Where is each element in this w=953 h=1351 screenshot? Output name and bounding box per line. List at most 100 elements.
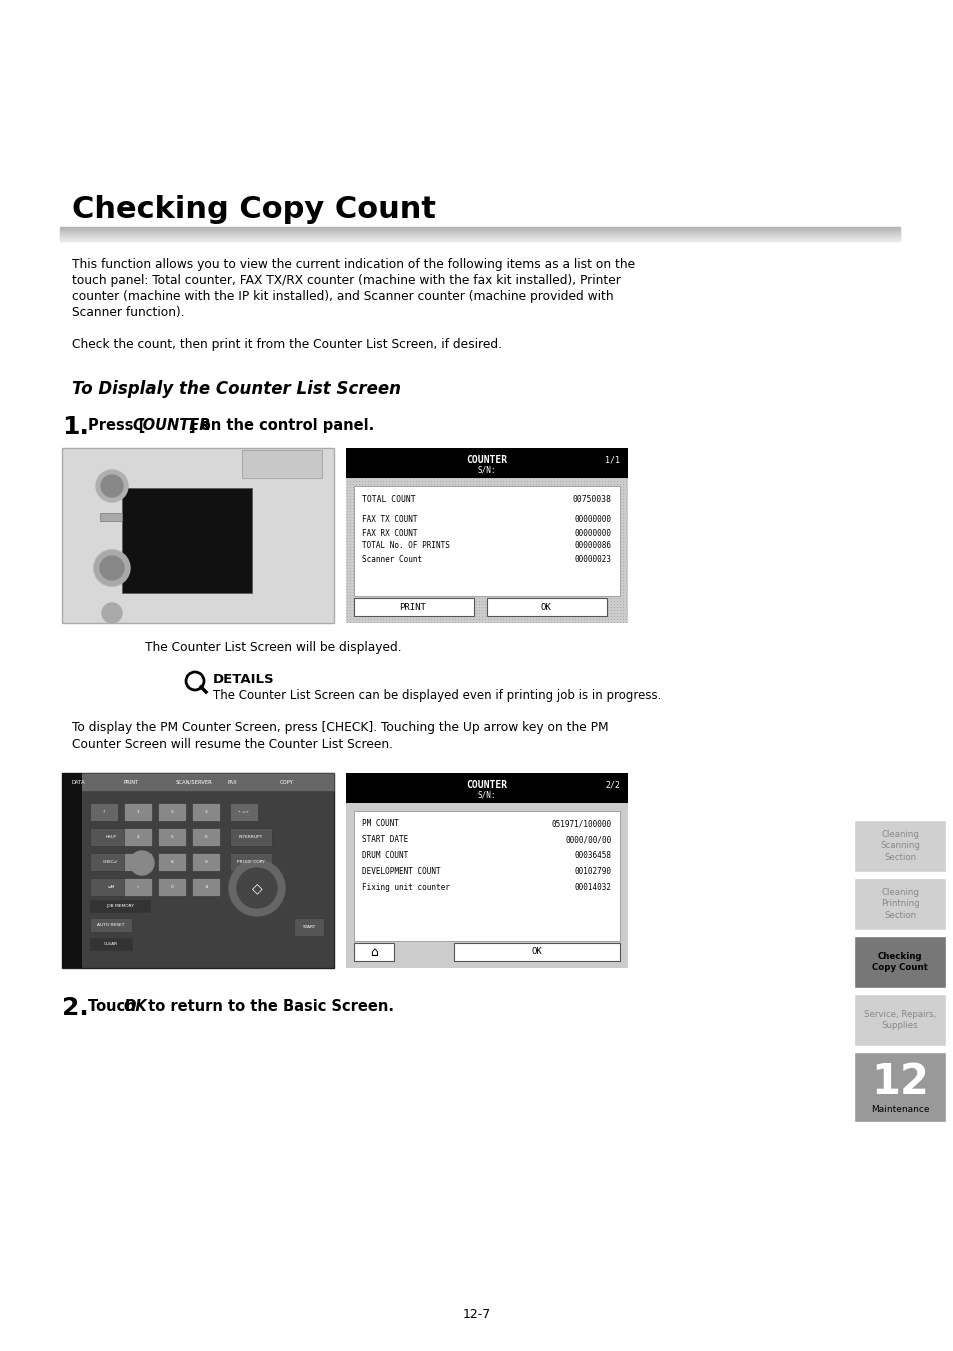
Text: Cleaning
Printning
Section: Cleaning Printning Section bbox=[880, 889, 919, 920]
Text: 0: 0 bbox=[171, 885, 173, 889]
Text: OK: OK bbox=[531, 947, 542, 957]
Text: TOTAL COUNT: TOTAL COUNT bbox=[361, 496, 416, 504]
Text: 00000000: 00000000 bbox=[575, 516, 612, 524]
Bar bbox=[354, 486, 619, 596]
Bar bbox=[90, 938, 132, 950]
Text: 12: 12 bbox=[870, 1061, 928, 1102]
Text: 4: 4 bbox=[136, 835, 139, 839]
Text: 8: 8 bbox=[171, 861, 173, 865]
Text: PROOF COPY: PROOF COPY bbox=[237, 861, 265, 865]
Text: 1.: 1. bbox=[62, 415, 89, 439]
Bar bbox=[853, 820, 945, 871]
Text: • =✓: • =✓ bbox=[238, 811, 250, 815]
Bar bbox=[853, 1052, 945, 1121]
Text: 9: 9 bbox=[204, 861, 207, 865]
Text: DEVELOPMENT COUNT: DEVELOPMENT COUNT bbox=[361, 867, 440, 877]
Text: *: * bbox=[136, 885, 139, 889]
Text: 1: 1 bbox=[136, 811, 139, 815]
Text: S/N:: S/N: bbox=[477, 790, 496, 800]
Bar bbox=[124, 828, 152, 846]
Bar bbox=[853, 878, 945, 929]
Bar bbox=[230, 802, 257, 821]
Text: 051971/100000: 051971/100000 bbox=[551, 820, 612, 828]
Text: PRINT: PRINT bbox=[398, 603, 425, 612]
Bar bbox=[486, 598, 606, 616]
Bar bbox=[346, 773, 627, 802]
Text: to return to the Basic Screen.: to return to the Basic Screen. bbox=[143, 998, 394, 1015]
Text: To display the PM Counter Screen, press [CHECK]. Touching the Up arrow key on th: To display the PM Counter Screen, press … bbox=[71, 721, 608, 734]
Text: FAX RX COUNT: FAX RX COUNT bbox=[361, 528, 417, 538]
Bar bbox=[158, 828, 186, 846]
Text: 2/2: 2/2 bbox=[604, 781, 619, 789]
Bar bbox=[354, 943, 394, 961]
Circle shape bbox=[101, 476, 123, 497]
Text: AUTO RESET: AUTO RESET bbox=[97, 923, 125, 927]
Text: ⇐M: ⇐M bbox=[107, 885, 114, 889]
Bar bbox=[90, 802, 118, 821]
Circle shape bbox=[94, 550, 130, 586]
Text: 0000/00/00: 0000/00/00 bbox=[565, 835, 612, 844]
Text: FAX TX COUNT: FAX TX COUNT bbox=[361, 516, 417, 524]
Bar bbox=[346, 449, 627, 623]
Bar bbox=[158, 802, 186, 821]
Text: COPY: COPY bbox=[280, 780, 294, 785]
Bar bbox=[100, 513, 122, 521]
Bar bbox=[853, 936, 945, 988]
Text: ?: ? bbox=[103, 811, 105, 815]
Circle shape bbox=[96, 470, 128, 503]
Bar bbox=[62, 773, 82, 969]
Text: DRUM COUNT: DRUM COUNT bbox=[361, 851, 408, 861]
Text: 00014032: 00014032 bbox=[575, 884, 612, 893]
Text: 00102790: 00102790 bbox=[575, 867, 612, 877]
Bar bbox=[853, 994, 945, 1046]
Text: ] on the control panel.: ] on the control panel. bbox=[189, 417, 374, 434]
Circle shape bbox=[236, 867, 276, 908]
Text: This function allows you to view the current indication of the following items a: This function allows you to view the cur… bbox=[71, 258, 635, 272]
Text: 3: 3 bbox=[204, 811, 207, 815]
Text: PRINT: PRINT bbox=[124, 780, 139, 785]
Bar bbox=[122, 488, 252, 593]
Bar bbox=[90, 900, 150, 912]
Circle shape bbox=[130, 851, 153, 875]
Text: OK: OK bbox=[539, 603, 550, 612]
Text: touch panel: Total counter, FAX TX/RX counter (machine with the fax kit installe: touch panel: Total counter, FAX TX/RX co… bbox=[71, 274, 620, 286]
Text: 1/1: 1/1 bbox=[604, 455, 619, 465]
Bar bbox=[192, 878, 220, 896]
Text: DATA: DATA bbox=[71, 780, 86, 785]
Text: #: # bbox=[204, 885, 208, 889]
Bar bbox=[90, 852, 132, 871]
Text: S/N:: S/N: bbox=[477, 466, 496, 474]
Text: INTERRUPT: INTERRUPT bbox=[238, 835, 263, 839]
Text: 00036458: 00036458 bbox=[575, 851, 612, 861]
Bar bbox=[354, 811, 619, 942]
Bar bbox=[354, 598, 474, 616]
Bar bbox=[192, 852, 220, 871]
Bar bbox=[158, 852, 186, 871]
Text: OK: OK bbox=[123, 998, 147, 1015]
Text: START DATE: START DATE bbox=[361, 835, 408, 844]
Bar bbox=[242, 450, 322, 478]
Bar bbox=[90, 917, 132, 932]
Text: The Counter List Screen will be displayed.: The Counter List Screen will be displaye… bbox=[145, 640, 401, 654]
Text: 2.: 2. bbox=[62, 996, 89, 1020]
Bar bbox=[124, 802, 152, 821]
Text: Checking
Copy Count: Checking Copy Count bbox=[871, 952, 927, 973]
Text: Fixing unit counter: Fixing unit counter bbox=[361, 884, 450, 893]
Text: COUNTER: COUNTER bbox=[466, 780, 507, 790]
Text: 6: 6 bbox=[204, 835, 207, 839]
Bar bbox=[192, 828, 220, 846]
Text: TOTAL No. OF PRINTS: TOTAL No. OF PRINTS bbox=[361, 542, 450, 550]
Text: 12-7: 12-7 bbox=[462, 1309, 491, 1321]
Text: 00000023: 00000023 bbox=[575, 554, 612, 563]
Text: Scanner function).: Scanner function). bbox=[71, 305, 185, 319]
Text: JOB MEMORY: JOB MEMORY bbox=[106, 904, 133, 908]
Bar bbox=[62, 773, 334, 969]
Text: Press [: Press [ bbox=[88, 417, 145, 434]
Text: Maintenance: Maintenance bbox=[870, 1105, 928, 1115]
Text: 00000000: 00000000 bbox=[575, 528, 612, 538]
Bar bbox=[454, 943, 619, 961]
Text: 7: 7 bbox=[136, 861, 139, 865]
Bar bbox=[62, 773, 334, 790]
Text: Touch: Touch bbox=[88, 998, 141, 1015]
Text: ⌂: ⌂ bbox=[370, 946, 377, 958]
